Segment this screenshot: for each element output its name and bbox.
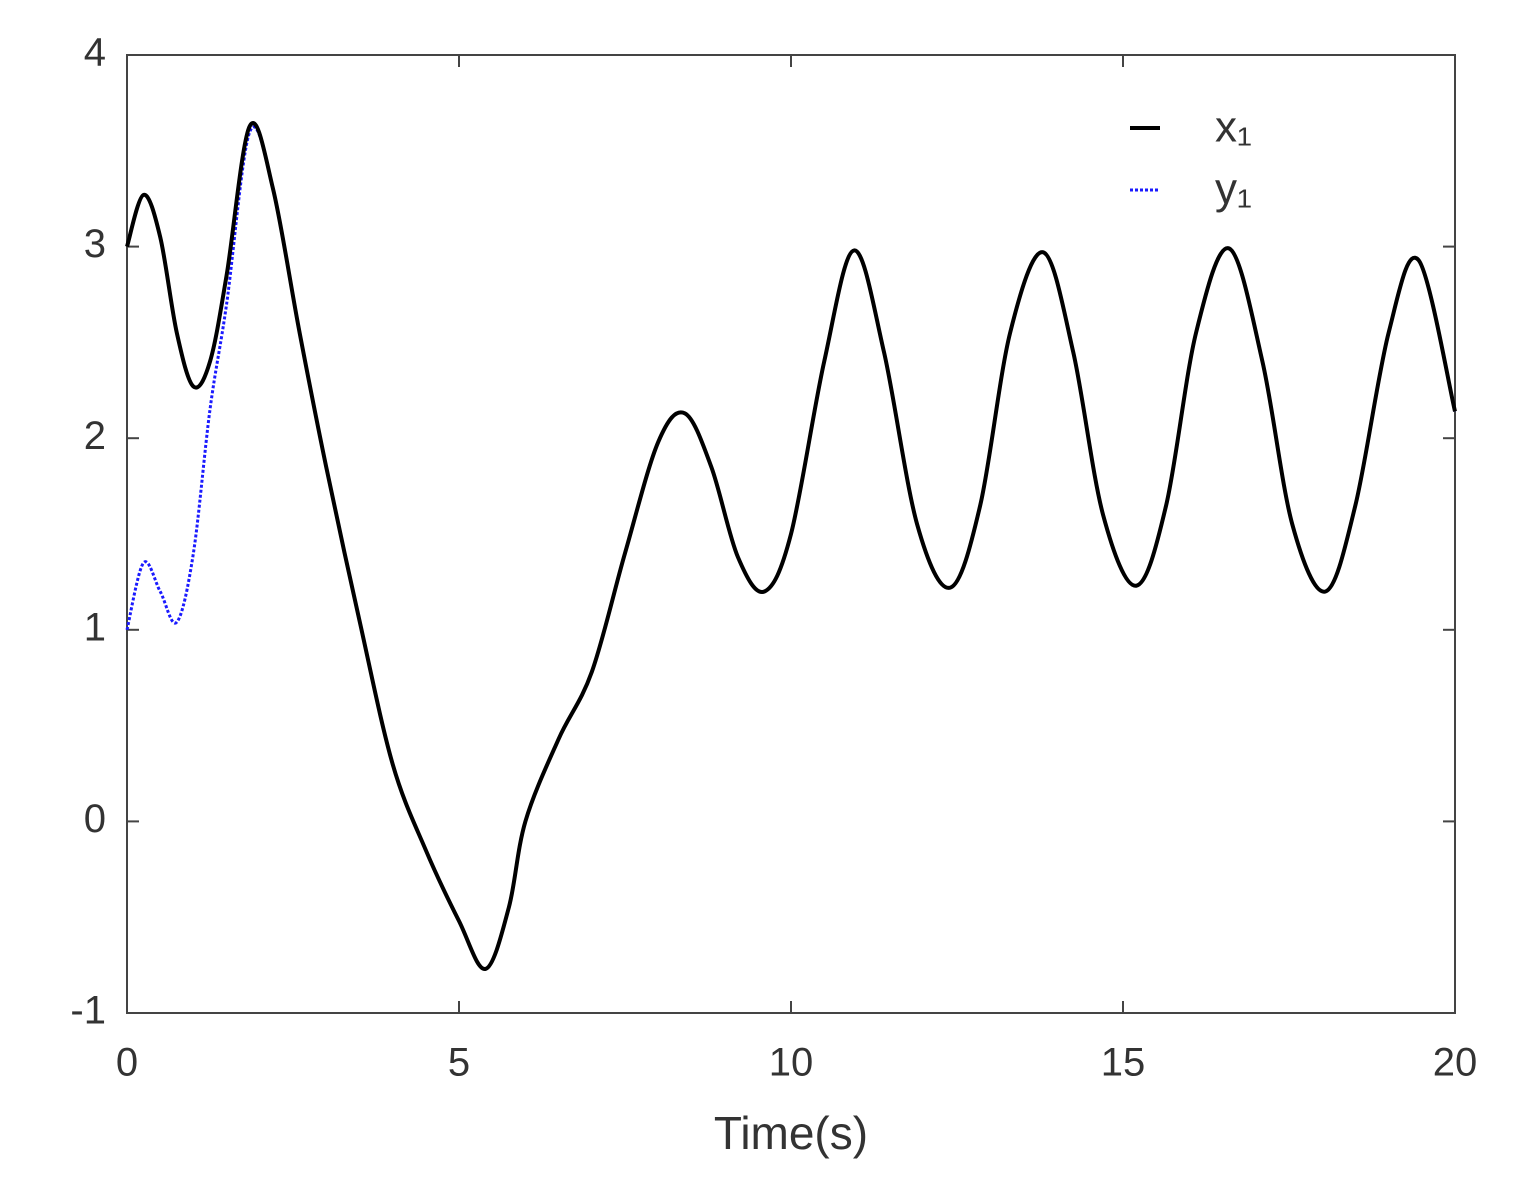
y-tick-label: 2 [84, 414, 106, 458]
data-line [125, 125, 1457, 971]
y-tick-label: 0 [84, 797, 106, 841]
x-tick-label: 10 [769, 1041, 814, 1085]
y-tick-label: -1 [70, 989, 106, 1033]
legend-label: x₁ [1215, 103, 1252, 152]
x-tick-label: 0 [116, 1041, 138, 1085]
y-tick-label: 1 [84, 605, 106, 649]
x-tick-label: 5 [448, 1041, 470, 1085]
legend-label: y₁ [1215, 165, 1252, 214]
y-tick-label: 3 [84, 222, 106, 266]
x-axis-label: Time(s) [714, 1107, 868, 1159]
data-line [125, 121, 1457, 971]
x-tick-label: 15 [1101, 1041, 1146, 1085]
y-tick-label: 4 [84, 31, 106, 75]
x-tick-label: 20 [1433, 1041, 1478, 1085]
